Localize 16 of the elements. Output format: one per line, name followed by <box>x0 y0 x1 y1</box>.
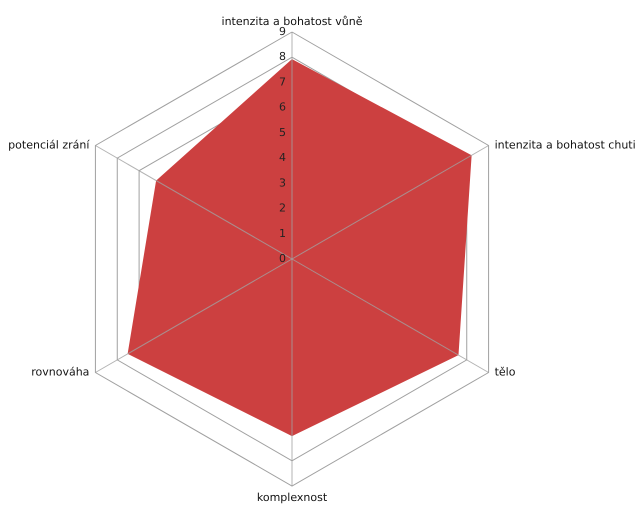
spoke-label: tělo <box>494 366 516 378</box>
spoke-label: komplexnost <box>256 491 328 504</box>
y-tick-label: 6 <box>279 100 286 114</box>
y-tick-label: 0 <box>279 252 286 265</box>
spoke-label: potenciál zrání <box>8 138 90 152</box>
y-tick-label: 3 <box>279 176 286 190</box>
y-tick-label: 5 <box>279 126 286 139</box>
y-tick-label: 9 <box>279 25 286 38</box>
spoke-label: rovnováha <box>31 366 90 378</box>
spoke-label: intenzita a bohatost vůně <box>222 15 363 28</box>
y-tick-label: 2 <box>279 202 286 215</box>
spoke-label: intenzita a bohatost chuti <box>494 138 636 152</box>
y-tick-label: 1 <box>279 226 286 240</box>
y-tick-label: 4 <box>279 151 286 164</box>
y-tick-label: 7 <box>279 75 286 88</box>
y-tick-label: 8 <box>279 50 286 64</box>
